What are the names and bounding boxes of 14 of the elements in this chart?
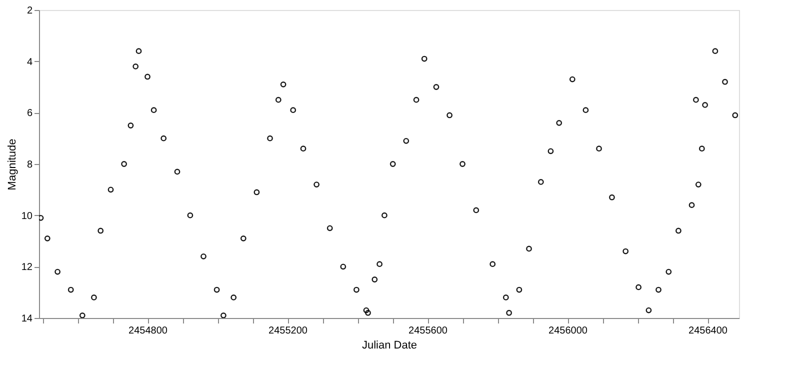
y-tick-label: 10 (21, 210, 33, 222)
x-axis-title: Julian Date (362, 340, 418, 352)
x-tick-label: 2455200 (268, 326, 308, 336)
x-tick-label: 2456400 (688, 326, 728, 336)
x-tick-label: 2454800 (128, 326, 168, 336)
y-tick-label: 4 (26, 56, 33, 68)
y-axis-title: Magnitude (6, 138, 18, 190)
y-tick-label: 14 (21, 314, 33, 324)
y-tick-label: 12 (21, 262, 33, 274)
x-tick-label: 2455600 (408, 326, 448, 336)
y-tick-label: 2 (26, 6, 33, 16)
y-tick-label: 6 (26, 108, 33, 120)
x-tick-label: 2456000 (548, 326, 588, 336)
y-tick-label: 8 (26, 160, 33, 170)
